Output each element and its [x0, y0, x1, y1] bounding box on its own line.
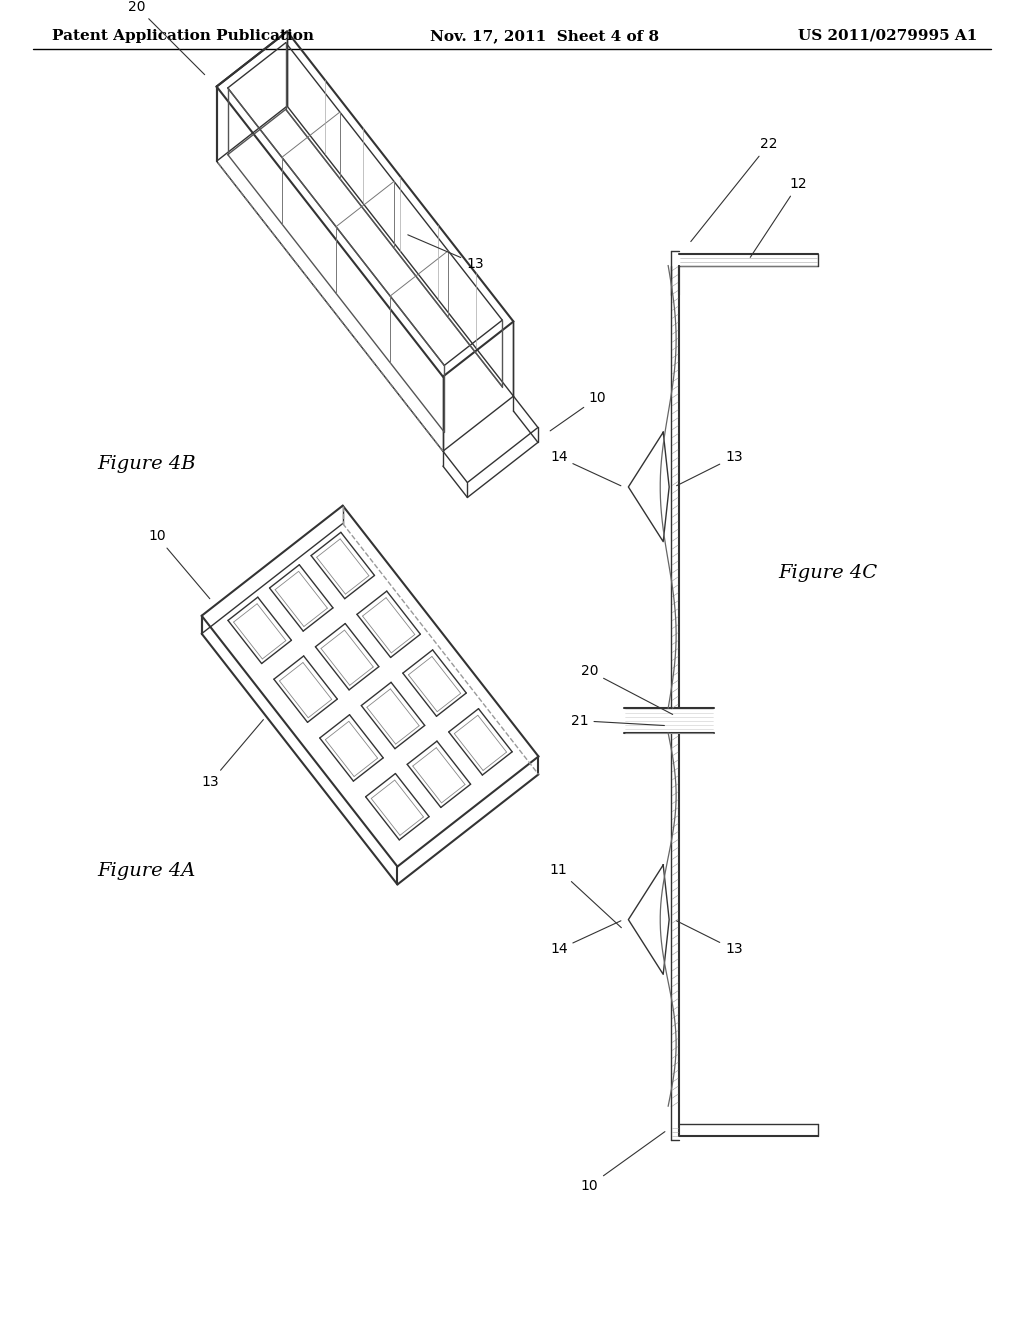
Text: 11: 11 — [550, 863, 622, 928]
Text: 21: 21 — [570, 714, 665, 727]
Text: 20: 20 — [581, 664, 673, 714]
Text: Nov. 17, 2011  Sheet 4 of 8: Nov. 17, 2011 Sheet 4 of 8 — [430, 29, 659, 42]
Text: 13: 13 — [408, 235, 483, 271]
Text: 10: 10 — [148, 529, 210, 599]
Text: 13: 13 — [202, 719, 263, 789]
Text: Figure 4A: Figure 4A — [97, 862, 196, 880]
Text: 14: 14 — [550, 450, 621, 486]
Text: Figure 4B: Figure 4B — [97, 454, 196, 473]
Text: 12: 12 — [751, 177, 807, 257]
Text: 20: 20 — [128, 0, 205, 75]
Text: 10: 10 — [550, 391, 606, 430]
Text: 10: 10 — [581, 1131, 665, 1193]
Text: 22: 22 — [691, 137, 777, 242]
Text: US 2011/0279995 A1: US 2011/0279995 A1 — [798, 29, 978, 42]
Text: Patent Application Publication: Patent Application Publication — [52, 29, 314, 42]
Text: 13: 13 — [677, 921, 742, 957]
Text: 14: 14 — [550, 921, 621, 957]
Text: Figure 4C: Figure 4C — [778, 564, 878, 582]
Text: 13: 13 — [677, 450, 742, 486]
